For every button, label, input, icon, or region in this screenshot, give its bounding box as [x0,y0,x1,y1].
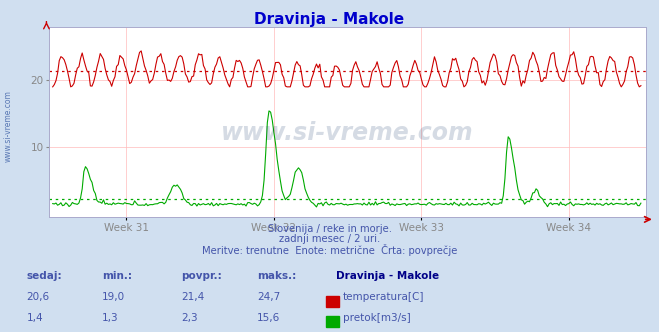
Text: Slovenija / reke in morje.: Slovenija / reke in morje. [268,224,391,234]
Text: 1,3: 1,3 [102,313,119,323]
Text: 2,3: 2,3 [181,313,198,323]
Text: 19,0: 19,0 [102,292,125,302]
Text: sedaj:: sedaj: [26,271,62,281]
Text: Dravinja - Makole: Dravinja - Makole [336,271,439,281]
Text: zadnji mesec / 2 uri.: zadnji mesec / 2 uri. [279,234,380,244]
Text: povpr.:: povpr.: [181,271,222,281]
Text: Dravinja - Makole: Dravinja - Makole [254,12,405,27]
Text: maks.:: maks.: [257,271,297,281]
Text: www.si-vreme.com: www.si-vreme.com [4,90,13,162]
Text: pretok[m3/s]: pretok[m3/s] [343,313,411,323]
Text: 20,6: 20,6 [26,292,49,302]
Text: min.:: min.: [102,271,132,281]
Text: 24,7: 24,7 [257,292,280,302]
Text: temperatura[C]: temperatura[C] [343,292,424,302]
Text: 15,6: 15,6 [257,313,280,323]
Text: 1,4: 1,4 [26,313,43,323]
Text: www.si-vreme.com: www.si-vreme.com [221,122,474,145]
Text: 21,4: 21,4 [181,292,204,302]
Text: Meritve: trenutne  Enote: metrične  Črta: povprečje: Meritve: trenutne Enote: metrične Črta: … [202,244,457,256]
